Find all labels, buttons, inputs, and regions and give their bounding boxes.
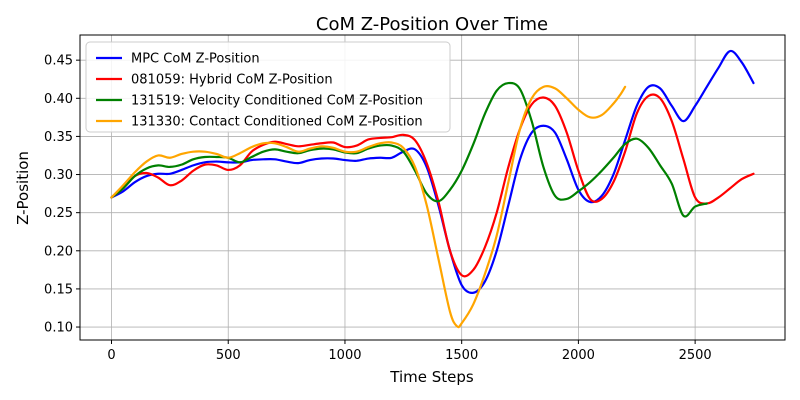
- legend: MPC CoM Z-Position 081059: Hybrid CoM Z-P…: [85, 41, 451, 133]
- legend-label-contact: 131330: Contact Conditioned CoM Z-Positi…: [131, 115, 423, 130]
- y-axis: 0.10 0.15 0.20 0.25 0.30 0.35 0.40 0.45: [44, 54, 80, 336]
- series-line-hybrid: [110, 93, 755, 278]
- legend-label-velocity: 131519: Velocity Conditioned CoM Z-Posit…: [131, 94, 423, 109]
- y-tick-label: 0.10: [44, 321, 73, 336]
- x-tick-label: 500: [216, 348, 241, 363]
- series-line-contact: [110, 85, 627, 329]
- plot-frame: [79, 34, 786, 341]
- y-tick-label: 0.45: [44, 54, 73, 69]
- y-tick-label: 0.15: [44, 282, 73, 297]
- series-lines: [110, 49, 755, 329]
- series-line-velocity: [110, 81, 708, 218]
- y-tick-label: 0.40: [44, 92, 73, 107]
- legend-label-mpc: MPC CoM Z-Position: [131, 52, 260, 67]
- chart-title: CoM Z-Position Over Time: [316, 14, 548, 35]
- legend-label-hybrid: 081059: Hybrid CoM Z-Position: [131, 73, 333, 88]
- x-tick-label: 1500: [445, 348, 478, 363]
- y-axis-title: Z-Position: [14, 151, 32, 225]
- x-tick-label: 0: [107, 348, 115, 363]
- y-tick-label: 0.30: [44, 168, 73, 183]
- x-tick-label: 2000: [562, 348, 595, 363]
- x-axis: 0 500 1000 1500 2000 2500: [107, 340, 712, 363]
- x-tick-label: 1000: [328, 348, 361, 363]
- x-axis-title: Time Steps: [389, 368, 474, 386]
- y-tick-label: 0.25: [44, 206, 73, 221]
- x-tick-label: 2500: [679, 348, 712, 363]
- legend-box: [85, 41, 451, 133]
- y-tick-label: 0.20: [44, 244, 73, 259]
- y-tick-label: 0.35: [44, 130, 73, 145]
